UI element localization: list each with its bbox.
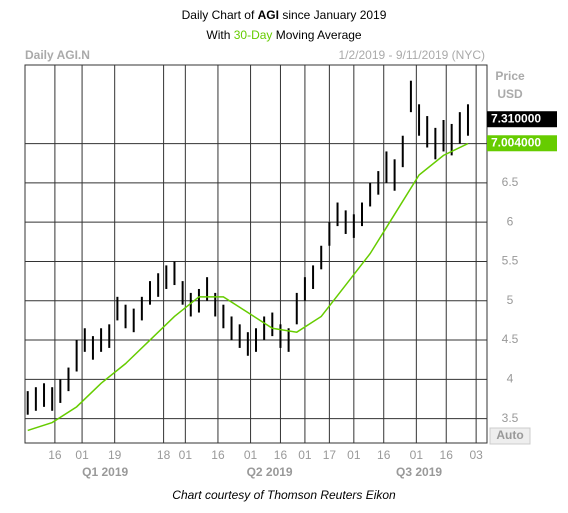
- y-tick-label: 5: [507, 293, 514, 307]
- quarter-label: Q1 2019: [82, 465, 128, 479]
- price-box: [487, 111, 557, 128]
- chart-title: Daily Chart of AGI since January 2019: [182, 8, 387, 22]
- axis-label: Price: [495, 69, 525, 83]
- x-tick-label: 17: [323, 448, 337, 462]
- subtitle-part: 30-Day: [234, 28, 273, 42]
- y-tick-label: 4: [507, 372, 514, 386]
- price-box: [487, 135, 557, 152]
- header-left: Daily AGI.N: [25, 48, 90, 62]
- chart-subtitle: With 30-Day Moving Average: [206, 28, 362, 42]
- title-part: since January 2019: [279, 8, 387, 22]
- x-tick-label: 19: [108, 448, 122, 462]
- y-tick-label: 3.5: [502, 411, 519, 425]
- subtitle-part: Moving Average: [272, 28, 361, 42]
- header-right: 1/2/2019 - 9/11/2019 (NYC): [338, 48, 485, 62]
- quarter-label: Q2 2019: [247, 465, 293, 479]
- quarter-label: Q3 2019: [396, 465, 442, 479]
- plot-frame: [24, 64, 488, 444]
- x-tick-label: 16: [211, 448, 225, 462]
- auto-button[interactable]: [489, 427, 531, 445]
- y-tick-label: 4.5: [502, 332, 519, 346]
- x-tick-label: 01: [347, 448, 361, 462]
- x-tick-label: 16: [440, 448, 454, 462]
- axis-label: USD: [497, 87, 523, 101]
- x-tick-label: 01: [179, 448, 193, 462]
- x-tick-label: 01: [298, 448, 312, 462]
- subtitle-part: With: [206, 28, 233, 42]
- x-tick-label: 16: [377, 448, 391, 462]
- x-tick-label: 01: [244, 448, 258, 462]
- y-tick-label: 6.5: [502, 175, 519, 189]
- scale-mode[interactable]: Auto: [496, 428, 523, 442]
- footer: Chart courtesy of Thomson Reuters Eikon: [172, 488, 396, 502]
- title-part: Daily Chart of: [182, 8, 258, 22]
- y-tick-label: 5.5: [502, 254, 519, 268]
- x-tick-label: 18: [157, 448, 171, 462]
- price-box-label: 7.310000: [491, 111, 541, 125]
- price-box-label: 7.004000: [491, 135, 541, 149]
- y-tick-label: 6: [507, 214, 514, 228]
- x-tick-label: 16: [48, 448, 62, 462]
- moving-average-line: [27, 142, 469, 432]
- x-tick-label: 01: [410, 448, 424, 462]
- title-part: AGI: [258, 8, 279, 22]
- x-tick-label: 01: [75, 448, 89, 462]
- x-tick-label: 16: [274, 448, 288, 462]
- x-tick-label: 03: [469, 448, 483, 462]
